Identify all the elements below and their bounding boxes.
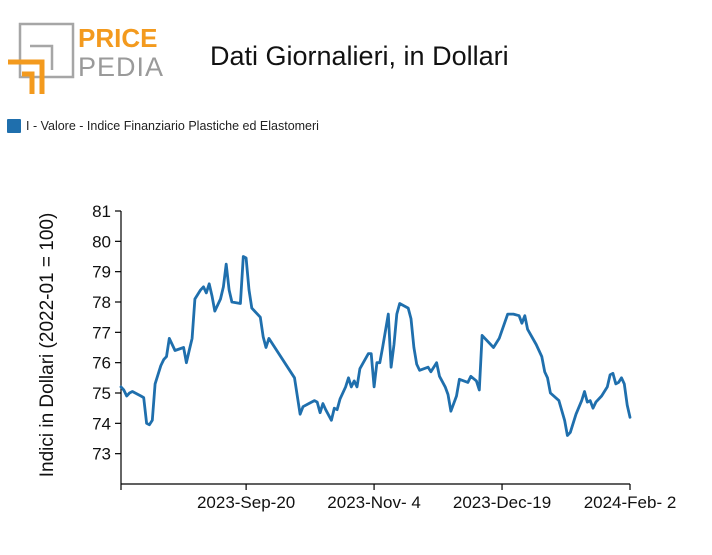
logo-orange-bracket-inner — [22, 71, 35, 94]
logo-gray-bracket — [30, 44, 54, 70]
pricepedia-logo: PRICE PEDIA — [8, 22, 168, 99]
y-tick-label: 81 — [92, 202, 111, 221]
y-tick-label: 80 — [92, 232, 111, 251]
x-axis: 2023-Sep-20 2023-Nov- 4 2023-Dec-19 2024-Fe… — [120, 483, 677, 512]
y-axis: 73 74 75 76 77 78 79 80 81 — [92, 202, 122, 484]
x-tick-label: 2024-Feb- 2 — [584, 493, 677, 512]
y-tick-label: 78 — [92, 293, 111, 312]
legend-swatch — [7, 119, 21, 133]
chart-title: Dati Giornalieri, in Dollari — [210, 41, 509, 71]
y-tick-label: 73 — [92, 445, 111, 464]
logo-gray-square — [18, 22, 75, 79]
legend: I - Valore - Indice Finanziario Plastich… — [7, 119, 319, 133]
y-tick-label: 77 — [92, 323, 111, 342]
logo-orange-bracket-outer — [8, 59, 45, 94]
legend-label: I - Valore - Indice Finanziario Plastich… — [26, 119, 319, 133]
y-tick-label: 75 — [92, 384, 111, 403]
series-layer — [119, 255, 632, 437]
y-tick-label: 79 — [92, 263, 111, 282]
x-tick-label: 2023-Sep-20 — [197, 493, 295, 512]
y-axis-title: Indici in Dollari (2022-01 = 100) — [37, 213, 58, 478]
x-tick-label: 2023-Dec-19 — [453, 493, 551, 512]
y-tick-label: 76 — [92, 354, 111, 373]
y-tick-label: 74 — [92, 414, 111, 433]
x-tick-label: 2023-Nov- 4 — [327, 493, 421, 512]
logo-text-pedia: PEDIA — [78, 52, 164, 82]
logo-text-price: PRICE — [78, 23, 157, 53]
series-line — [119, 255, 632, 437]
pricepedia-logo-graphic: PRICE PEDIA — [8, 22, 164, 94]
